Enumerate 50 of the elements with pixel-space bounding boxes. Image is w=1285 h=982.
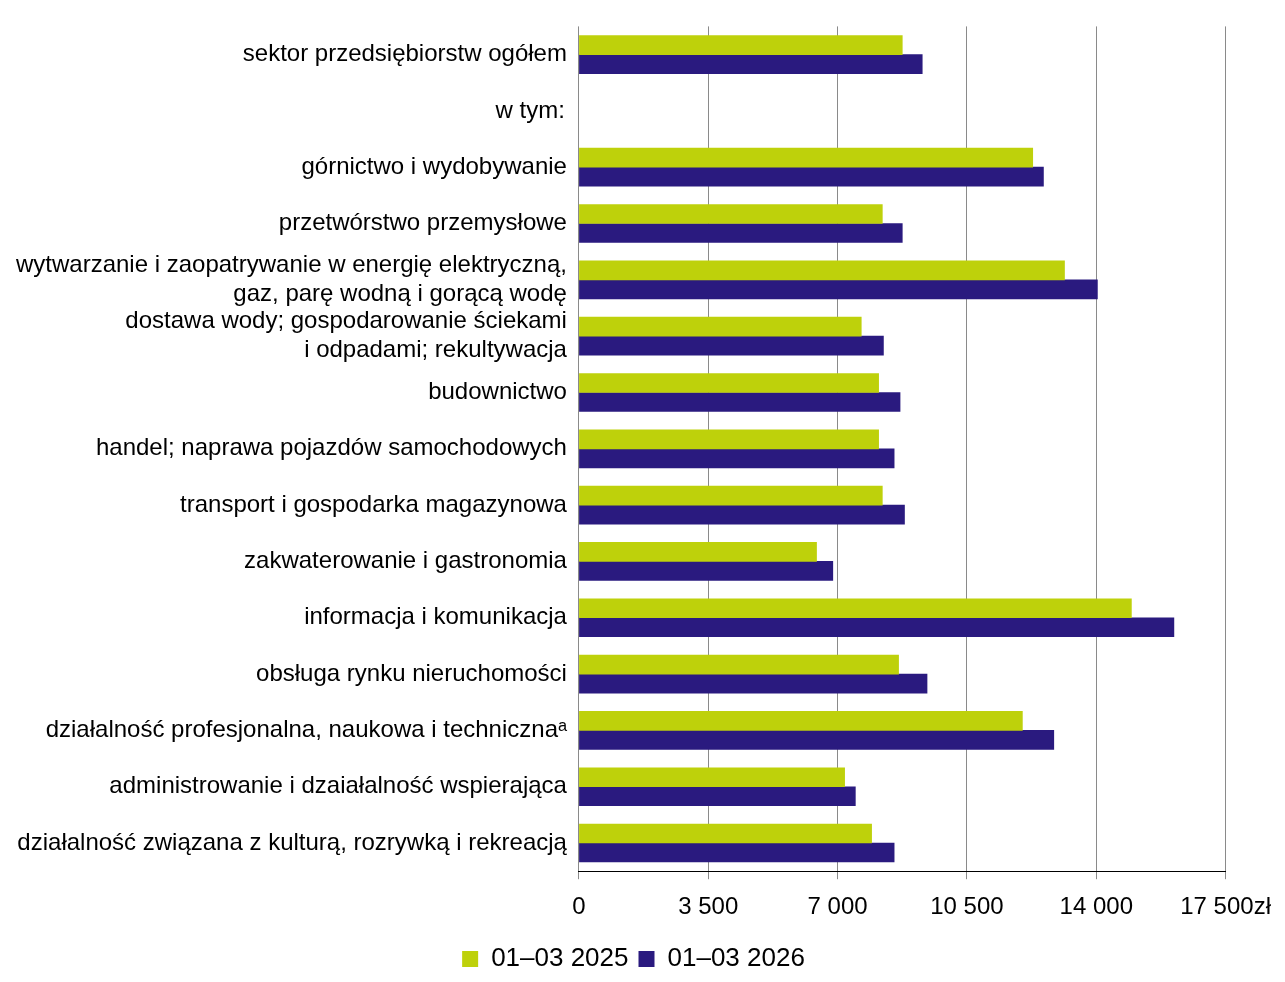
bar xyxy=(579,711,1023,731)
bar xyxy=(579,166,1044,187)
bar xyxy=(579,448,895,469)
y-tick-label: transport i gospodarka magazynowa xyxy=(180,489,568,517)
bar xyxy=(579,485,883,506)
bar xyxy=(579,730,1055,750)
x-tick-label: 14 000 xyxy=(1059,892,1133,920)
y-tick-label: obsługa rynku nieruchomości xyxy=(256,658,567,686)
y-tick-label: administrowanie i dzaiałalność wspierająca xyxy=(109,771,568,799)
bar xyxy=(579,316,862,337)
bar xyxy=(579,223,903,243)
bar xyxy=(579,392,901,412)
bar xyxy=(579,767,845,788)
bar xyxy=(579,373,879,393)
y-tick-label: dostawa wody; gospodarowanie ściekami i odpadami; rekultywacja xyxy=(125,306,568,363)
bar xyxy=(579,673,928,694)
text: w tym: xyxy=(494,95,565,123)
x-tick-label: 17 500zł xyxy=(1180,892,1272,920)
bar xyxy=(579,842,895,863)
bar xyxy=(579,542,817,562)
bar xyxy=(579,335,884,356)
y-tick-label: handel; naprawa pojazdów samochodowych xyxy=(95,433,567,461)
x-tick-label: 3 500 xyxy=(678,892,739,920)
y-tick-label: budownictwo xyxy=(428,377,567,405)
bar xyxy=(579,598,1132,619)
bar xyxy=(579,147,1034,168)
bar xyxy=(579,786,856,807)
bar xyxy=(579,617,1175,638)
y-tick-label: sektor przedsiębiorstw ogółem xyxy=(242,39,567,67)
bar xyxy=(579,504,905,525)
y-tick-label: działalność profesjonalna, naukowa i technicznaᵃ xyxy=(45,715,568,743)
bar xyxy=(579,654,899,675)
bar xyxy=(579,35,903,55)
bar xyxy=(579,279,1098,300)
bar xyxy=(579,54,923,74)
legend-label: 01–03 2026 xyxy=(667,942,805,973)
y-tick-label: przetwórstwo przemysłowe xyxy=(278,208,567,236)
y-tick-label: informacja i komunikacja xyxy=(304,602,568,630)
y-tick-label: działalność związana z kulturą, rozrywką i rekreacją xyxy=(17,827,568,855)
bar xyxy=(579,204,883,224)
x-tick-label: 0 xyxy=(572,892,586,920)
x-tick-label: 7 000 xyxy=(807,892,868,920)
bar xyxy=(579,260,1065,281)
legend-label: 01–03 2025 xyxy=(491,942,629,973)
y-tick-label: zakwaterowanie i gastronomia xyxy=(244,546,568,574)
bar xyxy=(579,561,834,581)
x-tick-label: 10 500 xyxy=(930,892,1004,920)
bar xyxy=(579,429,879,450)
y-tick-label: górnictwo i wydobywanie xyxy=(301,151,567,179)
bar xyxy=(579,823,872,844)
